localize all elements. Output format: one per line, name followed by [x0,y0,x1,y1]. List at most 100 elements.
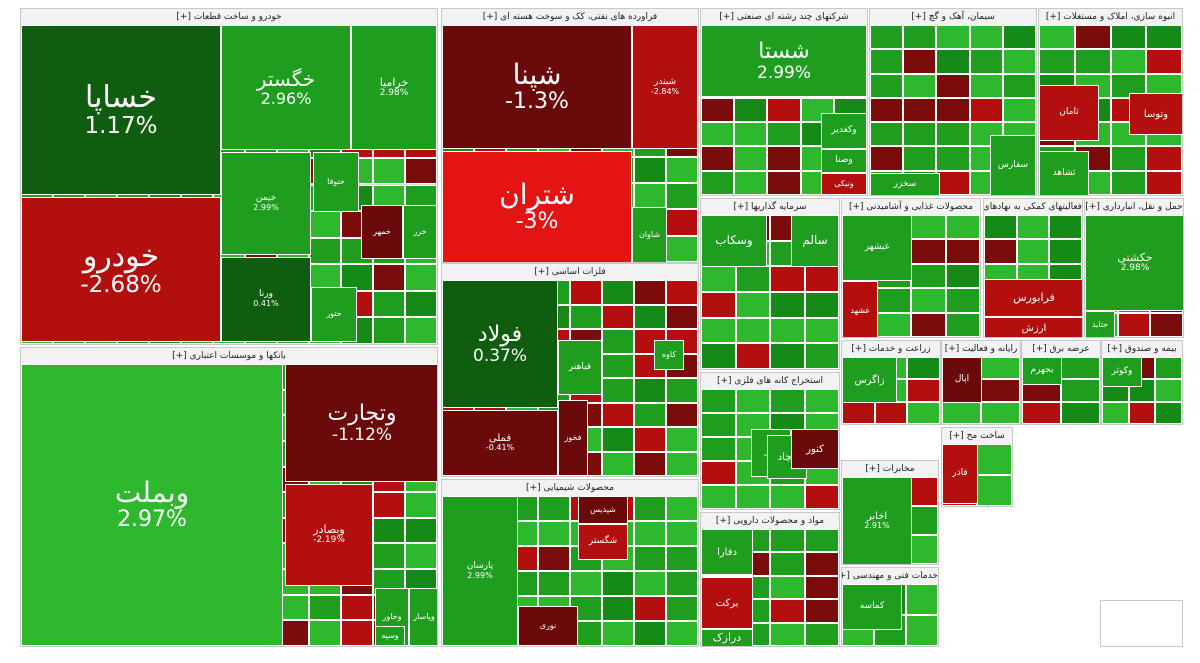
stock-tile[interactable]: اخابر 2.91% [842,477,912,564]
minor-stock-tile[interactable] [945,263,980,289]
minor-stock-tile[interactable] [373,317,405,344]
minor-stock-tile[interactable] [602,378,634,403]
stock-tile[interactable]: فباهنر [558,340,602,395]
minor-stock-tile[interactable] [936,146,970,171]
minor-stock-tile[interactable] [870,25,904,50]
stock-tile[interactable]: فرابورس [984,279,1082,317]
minor-stock-tile[interactable] [804,343,839,369]
minor-stock-tile[interactable] [634,378,666,403]
minor-stock-tile[interactable] [903,25,937,50]
minor-stock-tile[interactable] [876,288,911,313]
minor-stock-tile[interactable] [984,239,1017,264]
stock-tile[interactable]: شاوان [632,207,667,262]
minor-stock-tile[interactable] [602,621,634,646]
sector-header[interactable]: خدمات فنی و مهندسی [+] [842,568,938,585]
stock-tile[interactable]: وکغدیر [821,113,867,149]
stock-tile[interactable]: کنور [791,429,839,469]
minor-stock-tile[interactable] [804,266,839,292]
minor-stock-tile[interactable] [538,571,570,596]
minor-stock-tile[interactable] [735,485,770,509]
minor-stock-tile[interactable] [373,290,405,318]
stock-tile[interactable]: وبصادر -2.19% [285,484,373,586]
minor-stock-tile[interactable] [770,317,805,344]
stock-tile[interactable]: سخزر [870,173,940,195]
minor-stock-tile[interactable] [634,402,666,427]
minor-stock-tile[interactable] [666,596,698,621]
minor-stock-tile[interactable] [309,594,341,621]
stock-tile[interactable]: شتران -3% [442,151,632,262]
minor-stock-tile[interactable] [701,461,736,485]
stock-tile[interactable]: وصنا [821,149,867,173]
minor-stock-tile[interactable] [373,157,405,185]
minor-stock-tile[interactable] [666,378,698,403]
stock-tile[interactable]: سفارس [990,135,1036,195]
sector-header[interactable]: زراعت و خدمات [+] [842,341,940,358]
minor-stock-tile[interactable] [903,73,937,98]
minor-stock-tile[interactable] [734,146,768,171]
minor-stock-tile[interactable] [1061,357,1100,380]
minor-stock-tile[interactable] [911,312,946,337]
minor-stock-tile[interactable] [701,343,736,369]
minor-stock-tile[interactable] [735,292,770,318]
stock-tile[interactable]: شپدیس [578,496,628,524]
stock-tile[interactable]: شبندر -2.84% [632,25,698,149]
minor-stock-tile[interactable] [911,288,946,313]
minor-stock-tile[interactable] [666,521,698,546]
minor-stock-tile[interactable] [602,402,634,427]
minor-stock-tile[interactable] [981,379,1020,402]
minor-stock-tile[interactable] [804,575,839,600]
minor-stock-tile[interactable] [770,343,805,369]
minor-stock-tile[interactable] [666,427,698,452]
minor-stock-tile[interactable] [1155,401,1182,424]
minor-stock-tile[interactable] [804,485,839,509]
stock-tile[interactable]: ونیکی [821,173,867,195]
stock-tile[interactable]: پارسان 2.99% [442,496,518,646]
minor-stock-tile[interactable] [911,239,946,264]
minor-stock-tile[interactable] [634,496,666,521]
minor-stock-tile[interactable] [770,266,805,292]
minor-stock-tile[interactable] [977,475,1012,506]
minor-stock-tile[interactable] [1002,25,1036,50]
minor-stock-tile[interactable] [969,97,1003,123]
stock-tile[interactable]: خزر [403,205,437,259]
minor-stock-tile[interactable] [666,156,698,183]
minor-stock-tile[interactable] [936,25,970,50]
minor-stock-tile[interactable] [602,280,634,305]
minor-stock-tile[interactable] [1110,170,1147,195]
minor-stock-tile[interactable] [666,402,698,427]
minor-stock-tile[interactable] [981,357,1020,380]
stock-tile[interactable]: وبملت 2.97% [21,364,283,646]
minor-stock-tile[interactable] [701,292,736,318]
sector-header[interactable]: مخابرات [+] [842,461,938,478]
minor-stock-tile[interactable] [1074,25,1111,50]
minor-stock-tile[interactable] [341,594,373,621]
stock-tile[interactable]: شستا 2.99% [701,25,867,97]
minor-stock-tile[interactable] [770,552,805,576]
minor-stock-tile[interactable] [309,211,341,238]
minor-stock-tile[interactable] [945,239,980,264]
minor-stock-tile[interactable] [942,401,981,424]
stock-tile[interactable]: حتاید [1085,311,1115,337]
minor-stock-tile[interactable] [570,304,602,329]
minor-stock-tile[interactable] [405,317,437,344]
stock-tile[interactable]: اپال [942,357,982,403]
minor-stock-tile[interactable] [602,329,634,354]
minor-stock-tile[interactable] [770,529,805,553]
stock-tile[interactable]: سالم [791,215,839,267]
minor-stock-tile[interactable] [804,389,839,413]
minor-stock-tile[interactable] [770,599,805,623]
minor-stock-tile[interactable] [405,157,437,185]
minor-stock-tile[interactable] [906,615,938,646]
minor-stock-tile[interactable] [405,264,437,291]
minor-stock-tile[interactable] [634,304,666,329]
stock-tile[interactable]: خمهر [361,205,403,259]
minor-stock-tile[interactable] [634,451,666,476]
minor-stock-tile[interactable] [936,170,970,195]
stock-tile[interactable]: ختوقا [313,152,359,212]
sector-header[interactable]: فراورده های نفتی، کک و سوخت هسته ای [+] [442,9,698,26]
minor-stock-tile[interactable] [1039,25,1075,50]
minor-stock-tile[interactable] [735,343,770,369]
minor-stock-tile[interactable] [405,517,437,544]
minor-stock-tile[interactable] [1061,401,1100,424]
sector-header[interactable]: بانکها و موسسات اعتباری [+] [21,348,437,365]
